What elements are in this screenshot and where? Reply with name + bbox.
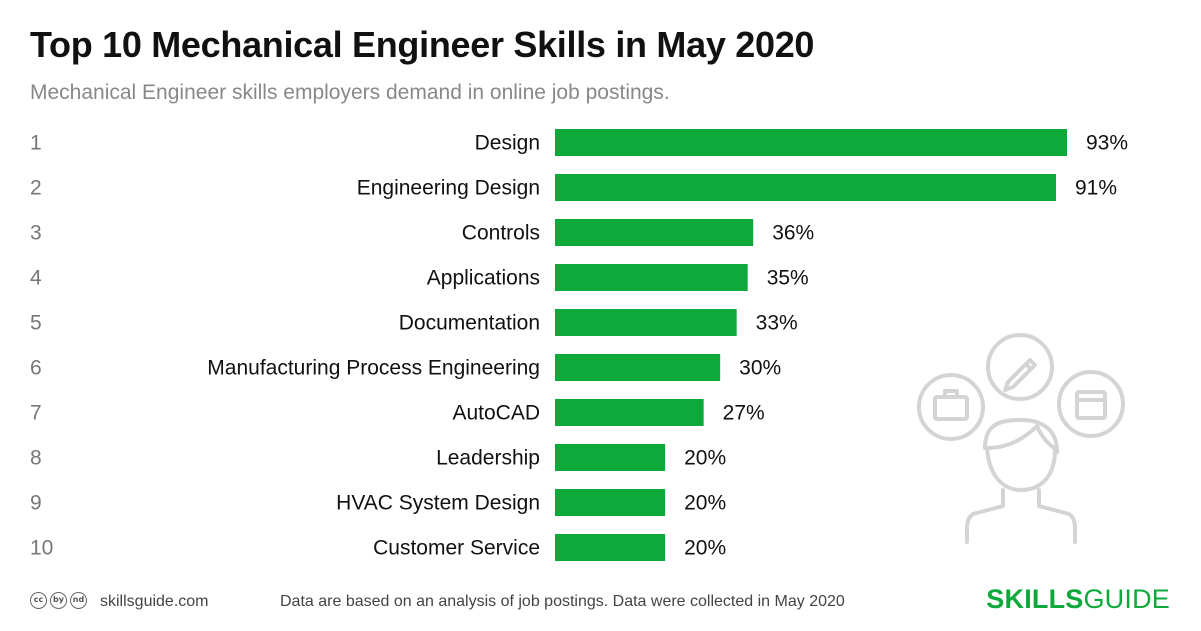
category-label: Design [475, 132, 540, 155]
category-label: Leadership [436, 447, 540, 470]
bar [555, 399, 704, 426]
value-label: 36% [772, 222, 814, 245]
rank-label: 3 [30, 222, 42, 245]
rank-label: 4 [30, 267, 42, 290]
bar [555, 264, 748, 291]
value-label: 91% [1075, 177, 1117, 200]
rank-label: 7 [30, 402, 42, 425]
person-icon [965, 418, 1077, 544]
brand-logo: SKILLSGUIDE [986, 584, 1170, 615]
category-label: Customer Service [373, 537, 540, 560]
rank-label: 1 [30, 132, 42, 155]
bar [555, 174, 1056, 201]
window-icon [1057, 370, 1125, 438]
value-label: 93% [1086, 132, 1128, 155]
bar [555, 354, 721, 381]
briefcase-icon [917, 373, 985, 441]
value-label: 35% [767, 267, 809, 290]
category-label: HVAC System Design [336, 492, 540, 515]
value-label: 20% [684, 447, 726, 470]
rank-label: 10 [30, 537, 53, 560]
bar [555, 489, 666, 516]
attribution-icon: by [50, 592, 67, 609]
category-label: Controls [462, 222, 540, 245]
footer-site-link[interactable]: skillsguide.com [100, 593, 209, 610]
page-title: Top 10 Mechanical Engineer Skills in May… [30, 24, 815, 65]
bar [555, 129, 1067, 156]
brand-logo-bold: SKILLS [986, 584, 1084, 614]
category-label: Manufacturing Process Engineering [207, 357, 540, 380]
category-label: AutoCAD [452, 402, 540, 425]
category-label: Applications [427, 267, 540, 290]
value-label: 20% [684, 537, 726, 560]
rank-label: 2 [30, 177, 42, 200]
skills-bar-chart: 1 Design 93% 2 Engineering Design 91% 3 Control… [30, 129, 1128, 561]
no-derivatives-icon: nd [70, 592, 87, 609]
value-label: 27% [723, 402, 765, 425]
rank-label: 6 [30, 357, 42, 380]
page-subtitle: Mechanical Engineer skills employers dem… [30, 81, 670, 104]
bar [555, 309, 737, 336]
rank-label: 8 [30, 447, 42, 470]
brand-logo-light: GUIDE [1083, 584, 1170, 614]
engineer-illustration [917, 333, 1125, 544]
rank-label: 9 [30, 492, 42, 515]
category-label: Engineering Design [357, 177, 540, 200]
value-label: 30% [739, 357, 781, 380]
pencil-icon [986, 333, 1054, 401]
cc-icon: cc [30, 592, 47, 609]
value-label: 33% [756, 312, 798, 335]
category-label: Documentation [399, 312, 540, 335]
rank-label: 5 [30, 312, 42, 335]
footer-data-note: Data are based on an analysis of job pos… [280, 593, 845, 610]
value-label: 20% [684, 492, 726, 515]
license-icons: cc by nd [30, 592, 87, 609]
bar [555, 534, 666, 561]
bar [555, 219, 754, 246]
bar [555, 444, 666, 471]
